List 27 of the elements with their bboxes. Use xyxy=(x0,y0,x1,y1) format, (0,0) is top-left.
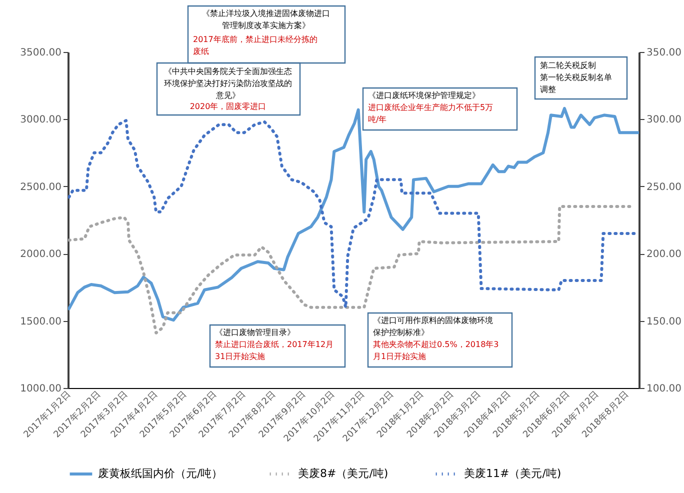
annotation: 2020年，固废零进口 xyxy=(190,102,266,111)
y2-tick-label: 200.00 xyxy=(646,249,682,260)
annotation: 第二轮关税反制 xyxy=(540,61,596,70)
y-tick-label: 2500.00 xyxy=(20,182,62,193)
y2-tick-label: 100.00 xyxy=(646,384,682,394)
legend-label: 美废8#（美元/吨) xyxy=(298,467,388,480)
y-tick-label: 3000.00 xyxy=(20,114,62,126)
text: 《禁止洋垃圾入境推进固体废物进口管理制度改革实施方案》 xyxy=(202,9,330,30)
annotation: 禁止进口混合废纸，2017年12月31日开始实施 xyxy=(215,340,334,361)
y2-tick-label: 300.00 xyxy=(646,114,682,126)
annotation: 《进口废物管理目录》 xyxy=(215,328,295,337)
legend-label: 美废11#（美元/吨) xyxy=(464,467,562,480)
y-tick-label: 3500.00 xyxy=(20,48,62,58)
annotation: 第一轮关税反制名单调整 xyxy=(540,73,612,94)
legend-label: 废黄板纸国内价（元/吨） xyxy=(98,467,223,480)
y-tick-label: 1500.00 xyxy=(20,316,62,328)
annotation: 《进口废纸环境保护管理规定》 xyxy=(368,91,480,100)
y2-tick-label: 250.00 xyxy=(646,182,682,193)
y-tick-label: 1000.00 xyxy=(20,384,62,394)
annotation: 《进口可用作原料的固体废物环境保护控制标准》 xyxy=(373,316,493,337)
y2-tick-label: 150.00 xyxy=(646,316,682,328)
annotation: 《中共中央国务院关于全面加强生态环境保护坚决打好污染防治攻坚战的意见》 xyxy=(164,67,292,100)
annotation: 其他夹杂物不超过0.5%，2018年3月1日开始实施 xyxy=(373,340,499,361)
y-tick-label: 2000.00 xyxy=(20,249,62,260)
annotation: 2017年底前，禁止进口未经分拣的废纸 xyxy=(193,35,318,56)
annotation: 进口废纸企业年生产能力不低于5万吨/年 xyxy=(368,103,494,124)
y2-tick-label: 350.00 xyxy=(646,48,682,58)
